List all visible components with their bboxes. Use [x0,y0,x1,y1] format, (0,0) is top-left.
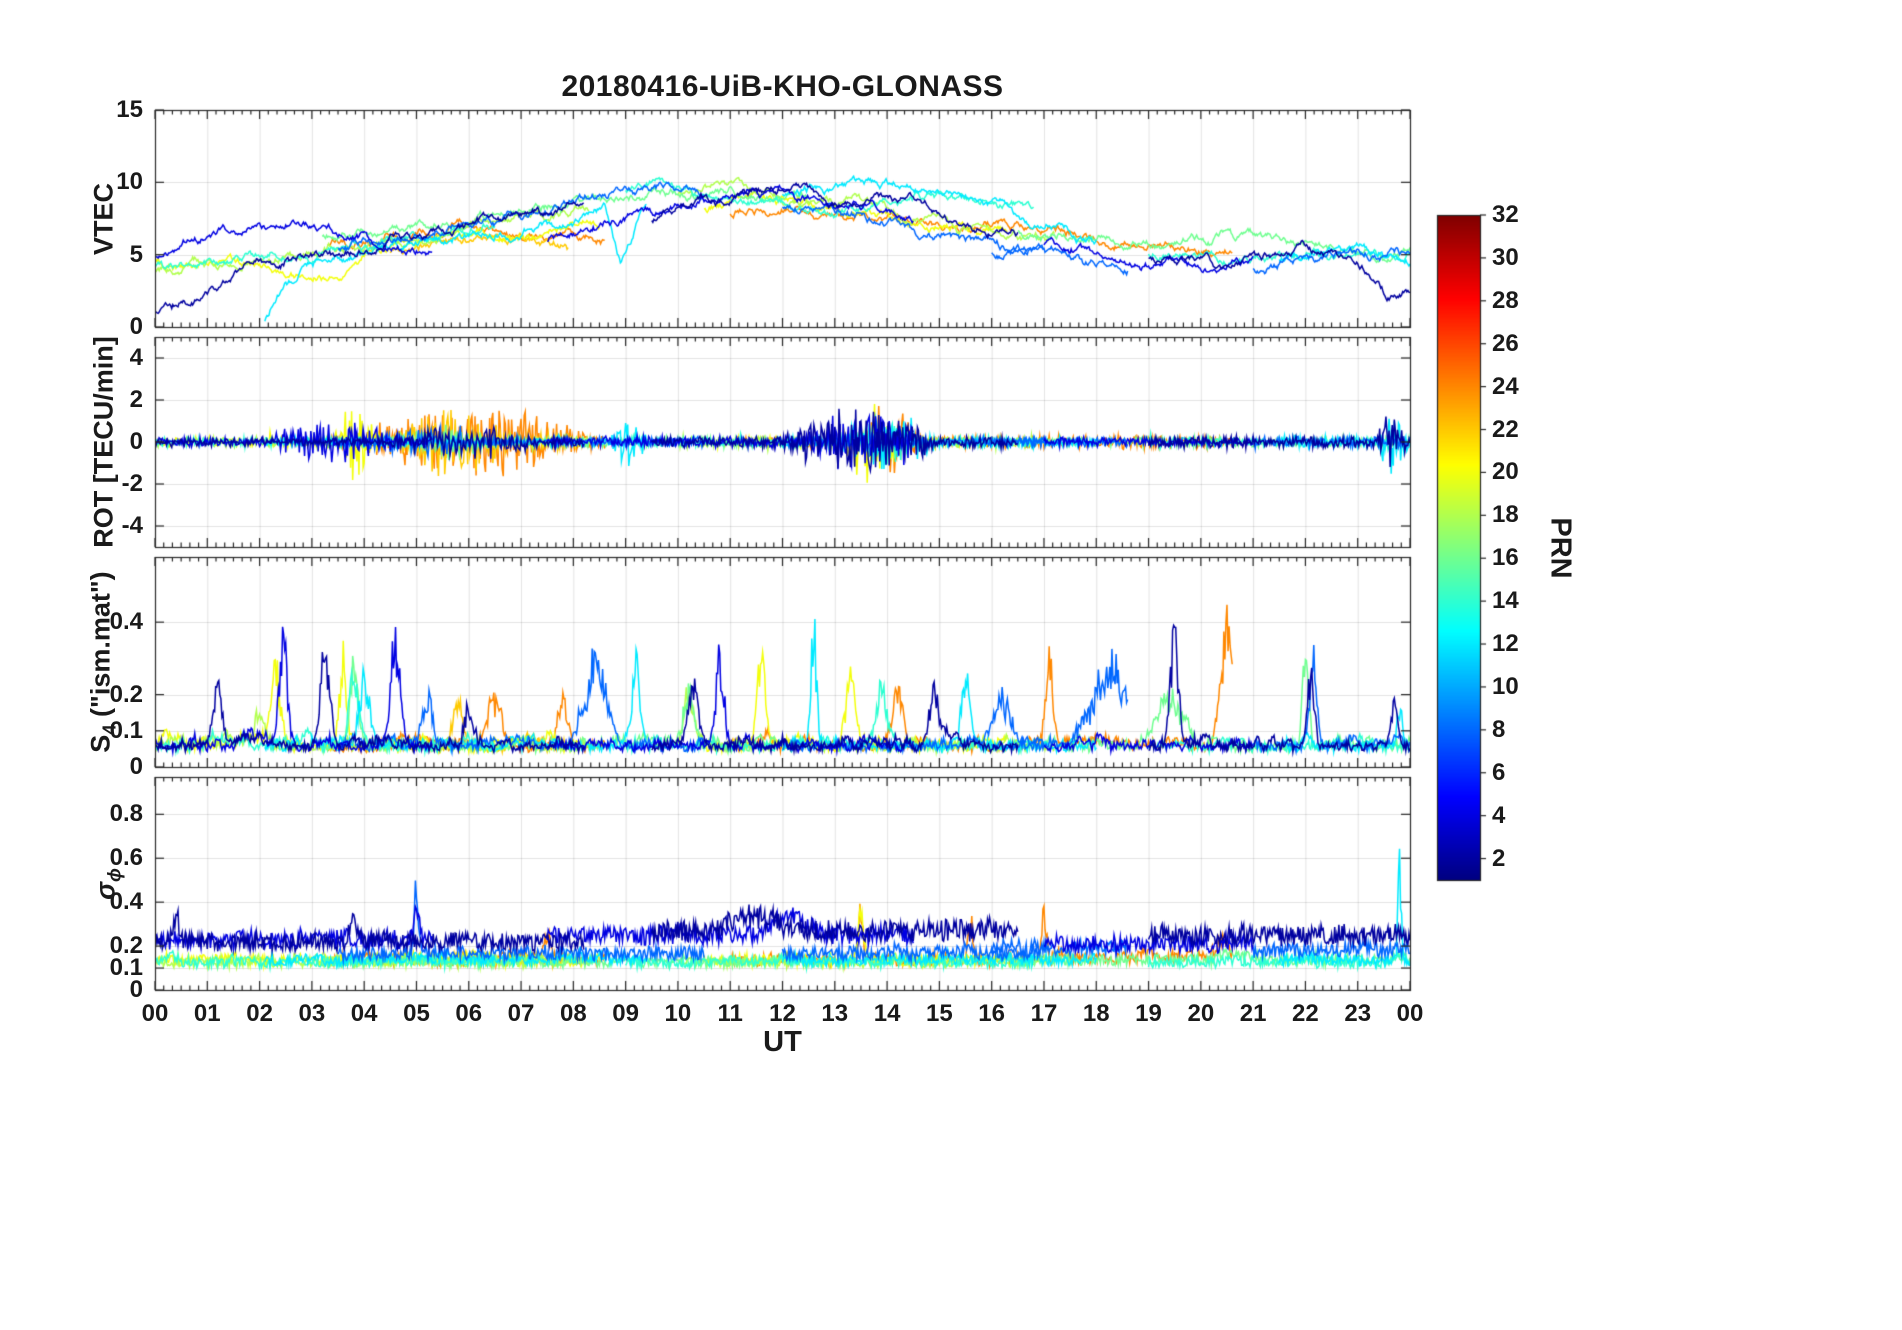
x-tick-label: 22 [1292,1000,1319,1027]
y-axis-label-rot: ROT [TECU/min] [89,336,120,547]
x-tick-label: 10 [664,1000,692,1027]
colorbar-tick-label: 10 [1492,672,1519,700]
x-tick-label: 14 [873,1000,901,1027]
x-tick-label: 17 [1030,1000,1058,1027]
colorbar-tick-label: 22 [1492,415,1519,443]
x-tick-label: 20 [1187,1000,1215,1027]
y-tick-label: 0 [129,976,143,1003]
colorbar-tick-label: 20 [1492,458,1519,486]
y-tick-label: 0.1 [109,716,143,744]
colorbar-tick-label: 32 [1492,201,1519,228]
x-tick-label: 12 [769,1000,796,1027]
y-tick-label: 0.4 [109,608,143,636]
y-tick-label: 0 [129,428,143,455]
y-tick-label: 0.6 [109,844,143,872]
y-tick-label: 15 [116,96,143,123]
y-tick-label: 0.4 [109,888,143,916]
x-tick-label: 18 [1082,1000,1110,1027]
x-axis-label: UT [763,1026,802,1058]
x-tick-label: 11 [717,1000,743,1027]
y-axis-label-rot-text: ROT [TECU/min] [88,336,119,548]
colorbar-tick-label: 26 [1492,329,1519,357]
y-tick-label: 0.8 [109,800,143,828]
x-tick-label: 05 [403,1000,430,1027]
colorbar-label: PRN [1544,517,1577,579]
colorbar-tick-label: 16 [1492,544,1519,572]
x-tick-label: 01 [193,1000,221,1027]
x-tick-label: 19 [1135,1000,1162,1027]
y-tick-label: 0.2 [109,932,143,960]
y-tick-label: 5 [129,240,143,268]
x-tick-label: 15 [926,1000,953,1027]
x-tick-label: 04 [350,1000,378,1027]
x-tick-label: 16 [978,1000,1006,1027]
y-tick-label: -4 [121,512,143,539]
colorbar-tick-label: 18 [1492,501,1519,529]
x-tick-label: 23 [1344,1000,1372,1027]
y-tick-label: 10 [116,168,143,196]
colorbar-tick-label: 30 [1492,243,1519,271]
x-tick-label: 07 [507,1000,535,1027]
x-tick-label: 09 [612,1000,639,1027]
colorbar-tick-label: 8 [1492,715,1506,743]
y-tick-label: 0 [129,313,143,340]
y-tick-label: -2 [121,470,143,497]
y-axis-label-vtec: VTEC [89,183,120,255]
colorbar-tick-label: 4 [1492,801,1506,829]
x-tick-label: 13 [821,1000,849,1027]
x-tick-label: 21 [1239,1000,1267,1027]
y-tick-label: 4 [129,344,143,371]
x-tick-label: 08 [559,1000,587,1027]
colorbar-tick-label: 12 [1492,630,1519,658]
colorbar-tick-label: 14 [1492,587,1519,615]
x-tick-label: 03 [298,1000,326,1027]
y-tick-label: 0 [129,753,143,780]
colorbar-tick-label: 6 [1492,758,1506,786]
y-tick-label: 0.2 [109,680,143,708]
colorbar-tick-label: 2 [1492,844,1506,872]
chart-title: 20180416-UiB-KHO-GLONASS [561,70,1004,103]
colorbar-tick-label: 24 [1492,372,1519,400]
x-tick-label: 06 [455,1000,483,1027]
x-tick-label: 02 [246,1000,273,1027]
y-tick-label: 0.1 [109,954,143,982]
y-axis-label-vtec-text: VTEC [88,182,119,256]
y-tick-label: 2 [129,386,143,413]
colorbar-tick-label: 28 [1492,286,1519,314]
x-tick-label: 00 [1396,1000,1424,1027]
x-tick-label: 00 [141,1000,169,1027]
